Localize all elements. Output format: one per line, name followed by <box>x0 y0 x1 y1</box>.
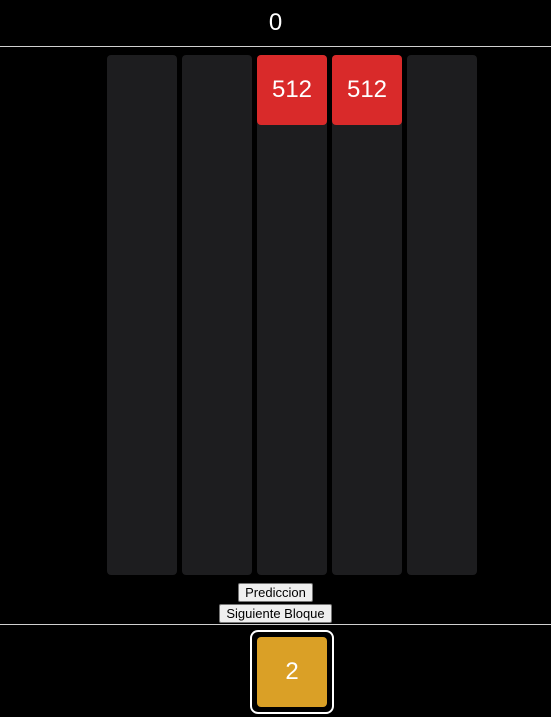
game-board: 512 512 <box>107 55 477 575</box>
column-3[interactable]: 512 <box>257 55 327 575</box>
score-display: 0 <box>0 0 551 46</box>
column-1[interactable] <box>107 55 177 575</box>
column-4[interactable]: 512 <box>332 55 402 575</box>
controls: Prediccion Siguiente Bloque <box>0 583 551 623</box>
next-block-button[interactable]: Siguiente Bloque <box>219 604 331 623</box>
prediction-button[interactable]: Prediccion <box>238 583 313 602</box>
next-block-preview: 2 <box>250 630 334 714</box>
bottom-divider <box>0 624 551 625</box>
next-block-tile: 2 <box>257 637 327 707</box>
tile: 512 <box>257 55 327 125</box>
column-5[interactable] <box>407 55 477 575</box>
column-2[interactable] <box>182 55 252 575</box>
top-divider <box>0 46 551 47</box>
tile: 512 <box>332 55 402 125</box>
